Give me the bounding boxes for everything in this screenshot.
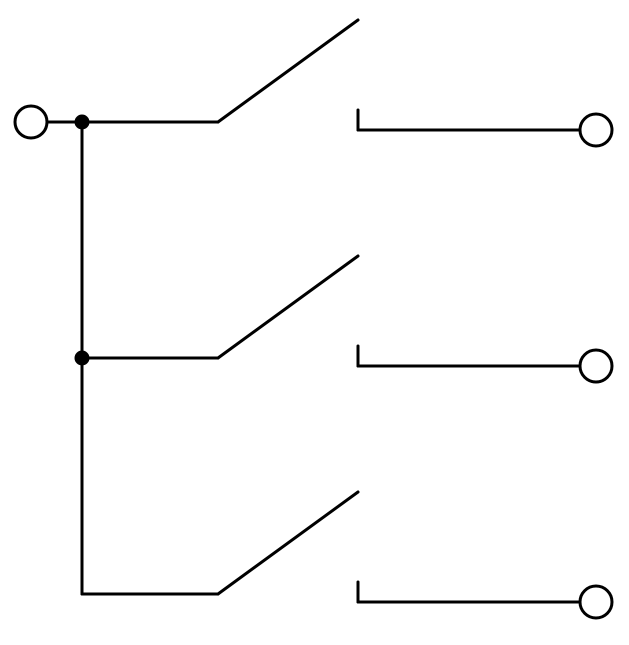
output-terminal-0 [580, 114, 612, 146]
junction-1 [76, 352, 88, 364]
switch-1-arm [218, 256, 358, 358]
output-terminal-2 [580, 586, 612, 618]
input-terminal [15, 106, 47, 138]
switch-schematic [0, 0, 629, 645]
switch-2-arm [218, 492, 358, 594]
output-terminal-1 [580, 350, 612, 382]
junction-0 [76, 116, 88, 128]
switch-0-arm [218, 20, 358, 122]
